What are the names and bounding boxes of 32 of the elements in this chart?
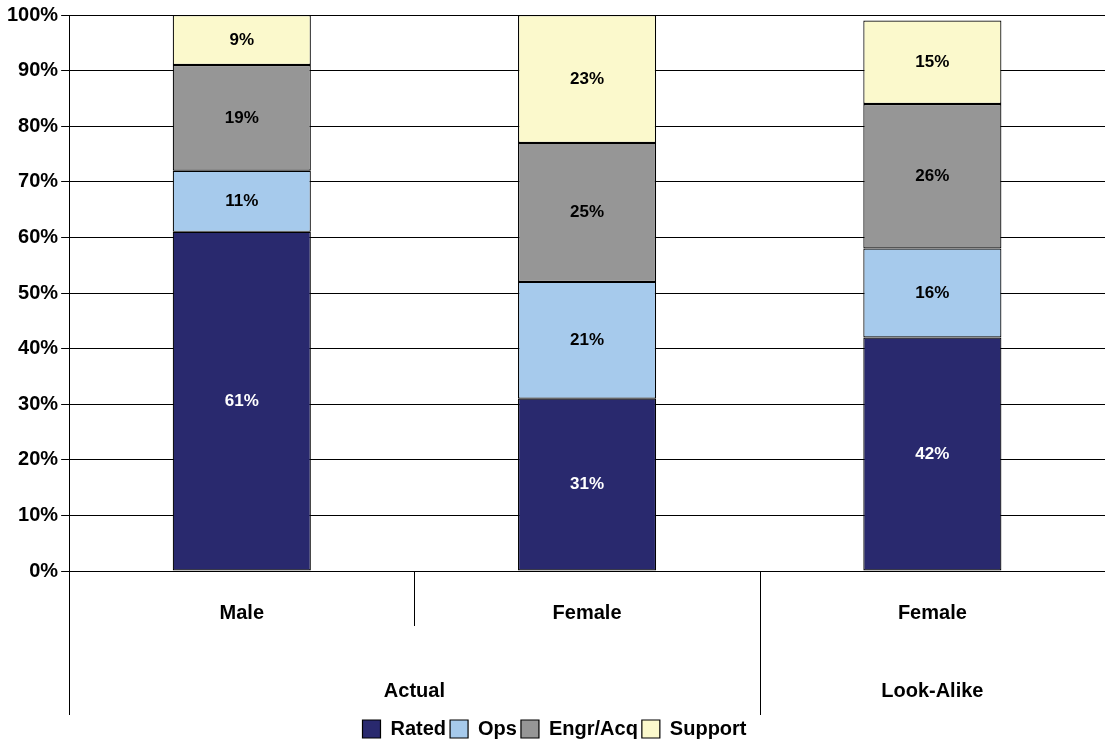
x-tick-label: Male — [219, 600, 265, 623]
data-label: 9% — [229, 29, 255, 49]
x-tick-label: Female — [552, 600, 622, 623]
y-tick-label: 40% — [18, 336, 59, 359]
legend-label: Ops — [478, 716, 517, 739]
y-tick-label: 80% — [18, 113, 59, 136]
text: Look-Alike — [881, 678, 984, 701]
y-tick-label: 60% — [18, 224, 59, 247]
data-label: 26% — [915, 165, 950, 185]
y-tick-label: 90% — [18, 58, 59, 81]
y-tick-label: 0% — [29, 558, 59, 581]
legend-label: Rated — [390, 716, 447, 739]
legend-label: Engr/Acq — [548, 716, 638, 739]
data-label: 11% — [225, 190, 259, 210]
y-tick-label: 50% — [18, 280, 59, 303]
data-label: 19% — [224, 107, 259, 127]
y-tick-label: 100% — [7, 2, 59, 25]
data-label: 42% — [915, 443, 950, 463]
data-label: 61% — [224, 390, 259, 410]
y-tick-label: 70% — [18, 169, 59, 192]
data-label: 21% — [570, 329, 605, 349]
data-label: 15% — [915, 51, 950, 71]
data-label: 25% — [570, 202, 605, 222]
text: Actual — [383, 678, 445, 701]
x-tick-label: Female — [897, 600, 967, 623]
y-tick-label: 30% — [18, 391, 59, 414]
y-tick-label: 10% — [18, 502, 59, 525]
data-label: 16% — [915, 282, 950, 302]
data-label: 31% — [570, 474, 605, 494]
y-tick-label: 20% — [18, 447, 59, 470]
data-label: 23% — [570, 68, 605, 88]
legend-label: Support — [669, 716, 747, 739]
